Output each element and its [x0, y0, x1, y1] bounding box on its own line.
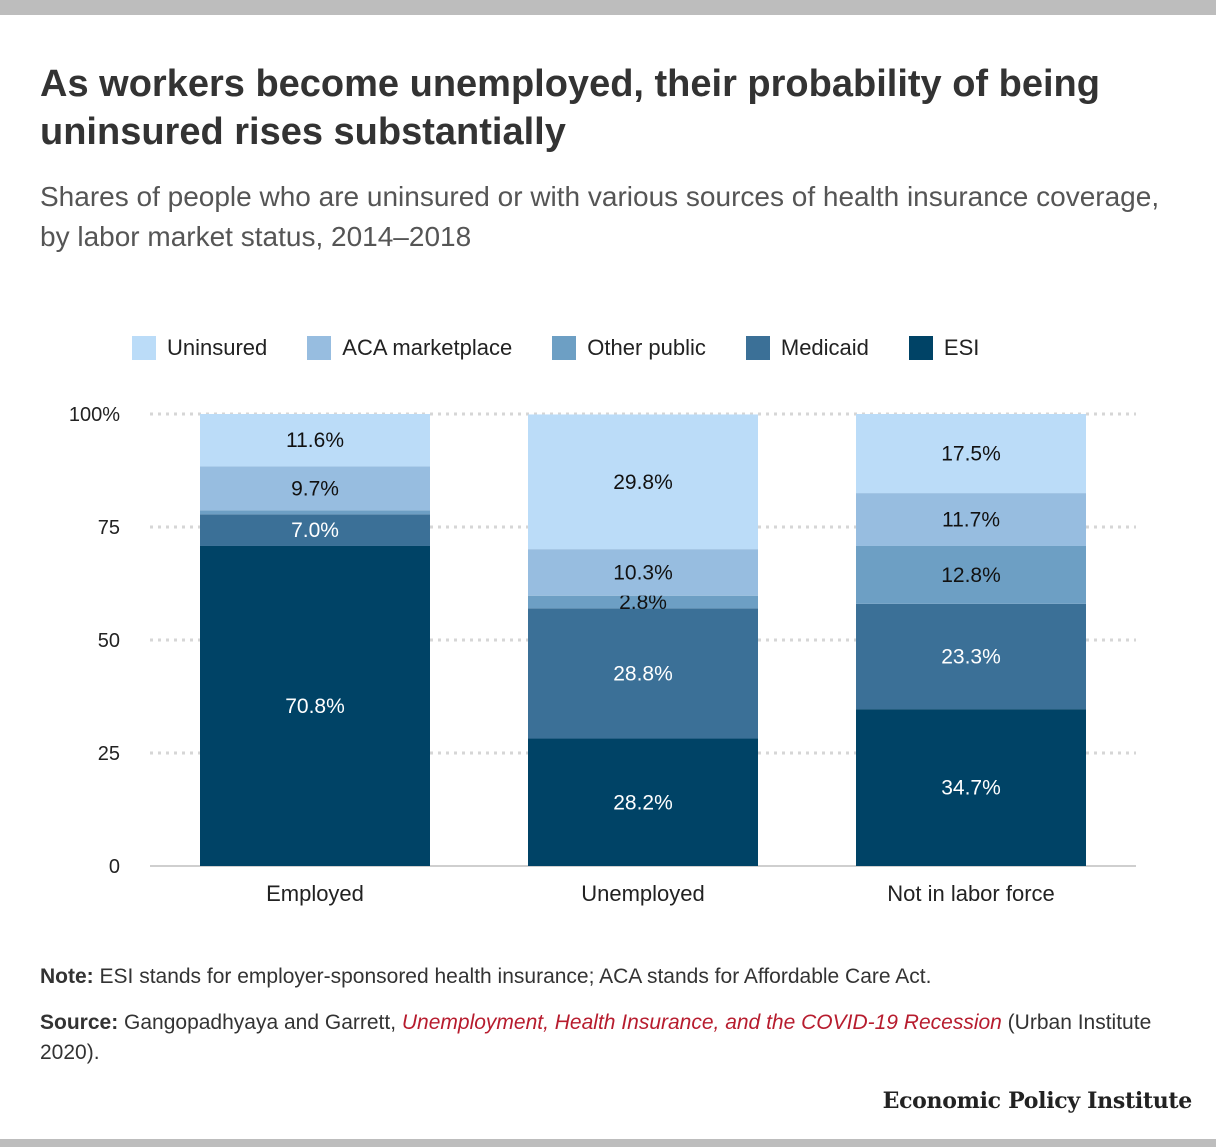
- legend: Uninsured ACA marketplace Other public M…: [132, 332, 1019, 364]
- top-border: [0, 0, 1216, 15]
- x-tick-label: Unemployed: [581, 881, 705, 906]
- legend-label: Uninsured: [167, 335, 268, 360]
- data-label: 10.3%: [613, 561, 673, 584]
- data-label: 2.8%: [619, 591, 667, 614]
- source-label: Source:: [40, 1011, 119, 1034]
- bar-segment-esi: [856, 709, 1086, 866]
- bar-segment-esi: [200, 545, 430, 866]
- legend-swatch: [745, 336, 770, 360]
- bar-segment-aca-marketplace: [200, 466, 430, 511]
- bar-segment-medicaid: [856, 603, 1086, 710]
- note-text: ESI stands for employer-sponsored health…: [93, 965, 932, 988]
- data-label: 11.7%: [942, 509, 1000, 532]
- legend-label: ESI: [943, 335, 980, 360]
- bar-segment-esi: [528, 738, 758, 866]
- source-pre: Gangopadhyaya and Garrett,: [118, 1011, 402, 1034]
- data-label: 34.7%: [941, 777, 1001, 800]
- data-label: 23.3%: [941, 645, 1001, 668]
- bar-segment-medicaid: [200, 514, 430, 546]
- x-tick-label: Employed: [266, 881, 364, 906]
- data-label: 7.0%: [291, 519, 339, 542]
- source: Source: Gangopadhyaya and Garrett, Unemp…: [40, 1008, 1180, 1068]
- data-label: 28.8%: [613, 662, 673, 685]
- bar-segment-aca-marketplace: [856, 493, 1086, 546]
- legend-swatch: [307, 336, 332, 360]
- legend-item-aca-marketplace: ACA marketplace: [307, 335, 512, 361]
- note: Note: ESI stands for employer-sponsored …: [40, 962, 1180, 992]
- y-tick-label: 100%: [69, 404, 120, 426]
- legend-item-medicaid: Medicaid: [745, 335, 869, 361]
- bar-segment-aca-marketplace: [528, 549, 758, 596]
- source-link[interactable]: Unemployment, Health Insurance, and the …: [401, 1011, 1002, 1034]
- bottom-border: [0, 1139, 1216, 1147]
- bar-segment-other-public: [200, 510, 430, 515]
- stacked-bar-chart: 0 25 50 75 100% 70.8% 7.0% 9.7% 11.6% Employed 28.…: [69, 404, 1136, 906]
- legend-swatch: [908, 336, 933, 360]
- legend-item-uninsured: Uninsured: [132, 335, 267, 361]
- y-tick-label: 25: [98, 743, 120, 765]
- bar-segment-uninsured: [528, 414, 758, 550]
- source-post: (Urban Institute 2020).: [40, 1011, 1152, 1064]
- note-label: Note:: [40, 965, 94, 988]
- bar-segment-uninsured: [200, 414, 430, 467]
- legend-swatch: [132, 336, 156, 360]
- brand-logo: Economic Policy Institute: [882, 1088, 1193, 1114]
- chart-subtitle: Shares of people who are uninsured or wi…: [40, 181, 1160, 252]
- data-label: 12.8%: [941, 564, 1001, 587]
- legend-label: Medicaid: [780, 335, 869, 360]
- data-label: 29.8%: [613, 471, 673, 494]
- data-label: 70.8%: [285, 695, 345, 718]
- bar-segment-uninsured: [856, 414, 1086, 494]
- x-tick-label: Not in labor force: [887, 881, 1055, 906]
- legend-label: Other public: [587, 335, 706, 360]
- y-tick-label: 50: [98, 630, 120, 652]
- y-tick-label: 0: [109, 856, 120, 878]
- bar-segment-other-public: [528, 595, 758, 609]
- legend-swatch: [552, 336, 577, 360]
- legend-item-other-public: Other public: [552, 335, 706, 361]
- legend-item-esi: ESI: [908, 335, 980, 361]
- bar-segment-medicaid: [528, 608, 758, 739]
- legend-label: ACA marketplace: [342, 335, 513, 360]
- y-tick-label: 75: [98, 517, 120, 539]
- data-label: 17.5%: [941, 443, 1001, 466]
- chart-title: As workers become unemployed, their prob…: [40, 63, 1100, 153]
- data-label: 11.6%: [286, 429, 344, 452]
- data-label: 9.7%: [291, 477, 339, 500]
- bar-segment-other-public: [856, 545, 1086, 604]
- data-label: 28.2%: [613, 791, 673, 814]
